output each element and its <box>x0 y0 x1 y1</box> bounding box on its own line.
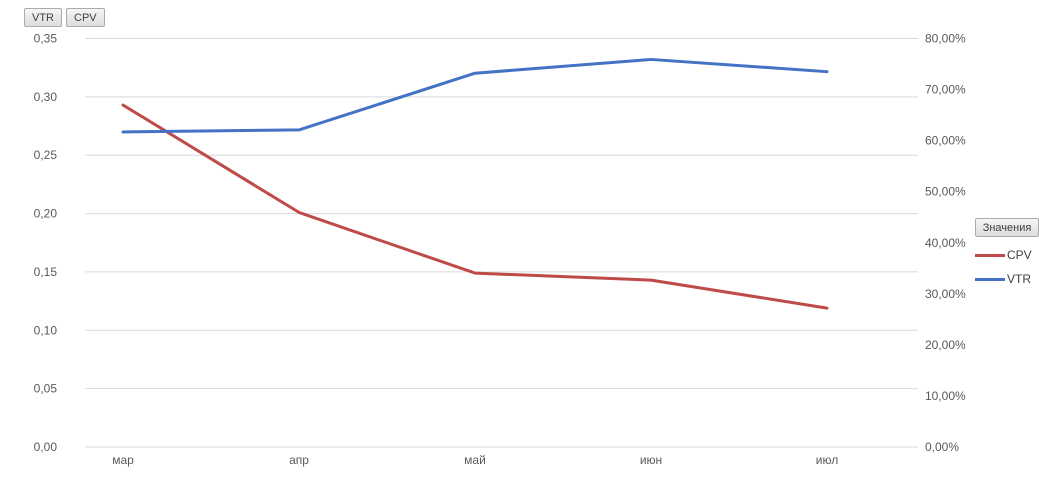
right-axis-tick-label: 10,00% <box>925 389 966 403</box>
x-axis-category-label: май <box>464 453 486 467</box>
right-axis-tick-label: 0,00% <box>925 440 959 454</box>
right-axis-tick-label: 60,00% <box>925 134 966 148</box>
series-line-vtr <box>121 57 829 134</box>
legend-entry-cpv: CPV <box>975 248 1039 262</box>
left-axis-tick-label: 0,00 <box>34 440 58 454</box>
field-button-cpv[interactable]: CPV <box>66 8 105 27</box>
legend-entry-vtr: VTR <box>975 272 1039 286</box>
legend-values-field-button[interactable]: Значения <box>975 218 1039 237</box>
x-axis-category-label: мар <box>112 453 134 467</box>
right-axis-tick-label: 50,00% <box>925 185 966 199</box>
x-axis-category-label: июн <box>640 453 662 467</box>
x-axis-category-label: апр <box>289 453 309 467</box>
vtr-line-swatch <box>975 277 1005 281</box>
right-axis-tick-label: 80,00% <box>925 32 966 46</box>
series-line-cpv <box>121 103 829 310</box>
field-button-cpv-label: CPV <box>74 11 97 24</box>
legend-title: Значения <box>982 221 1032 234</box>
field-button-vtr-label: VTR <box>32 11 54 24</box>
left-axis-tick-label: 0,20 <box>34 207 58 221</box>
right-axis-tick-label: 70,00% <box>925 83 966 97</box>
right-axis-tick-label: 20,00% <box>925 338 966 352</box>
x-axis-category-label: июл <box>816 453 838 467</box>
left-axis-tick-label: 0,25 <box>34 148 58 162</box>
left-axis-tick-label: 0,15 <box>34 265 58 279</box>
left-axis-tick-label: 0,30 <box>34 90 58 104</box>
right-axis-tick-label: 40,00% <box>925 236 966 250</box>
legend-entry-vtr-label: VTR <box>1007 272 1031 286</box>
right-axis-tick-label: 30,00% <box>925 287 966 301</box>
cpv-line-swatch <box>975 253 1005 257</box>
left-axis-tick-label: 0,35 <box>34 32 58 46</box>
field-button-vtr[interactable]: VTR <box>24 8 62 27</box>
left-axis-tick-label: 0,10 <box>34 323 58 337</box>
chart-legend: Значения CPV VTR <box>975 218 1039 286</box>
left-axis-tick-label: 0,05 <box>34 382 58 396</box>
legend-entry-cpv-label: CPV <box>1007 248 1032 262</box>
